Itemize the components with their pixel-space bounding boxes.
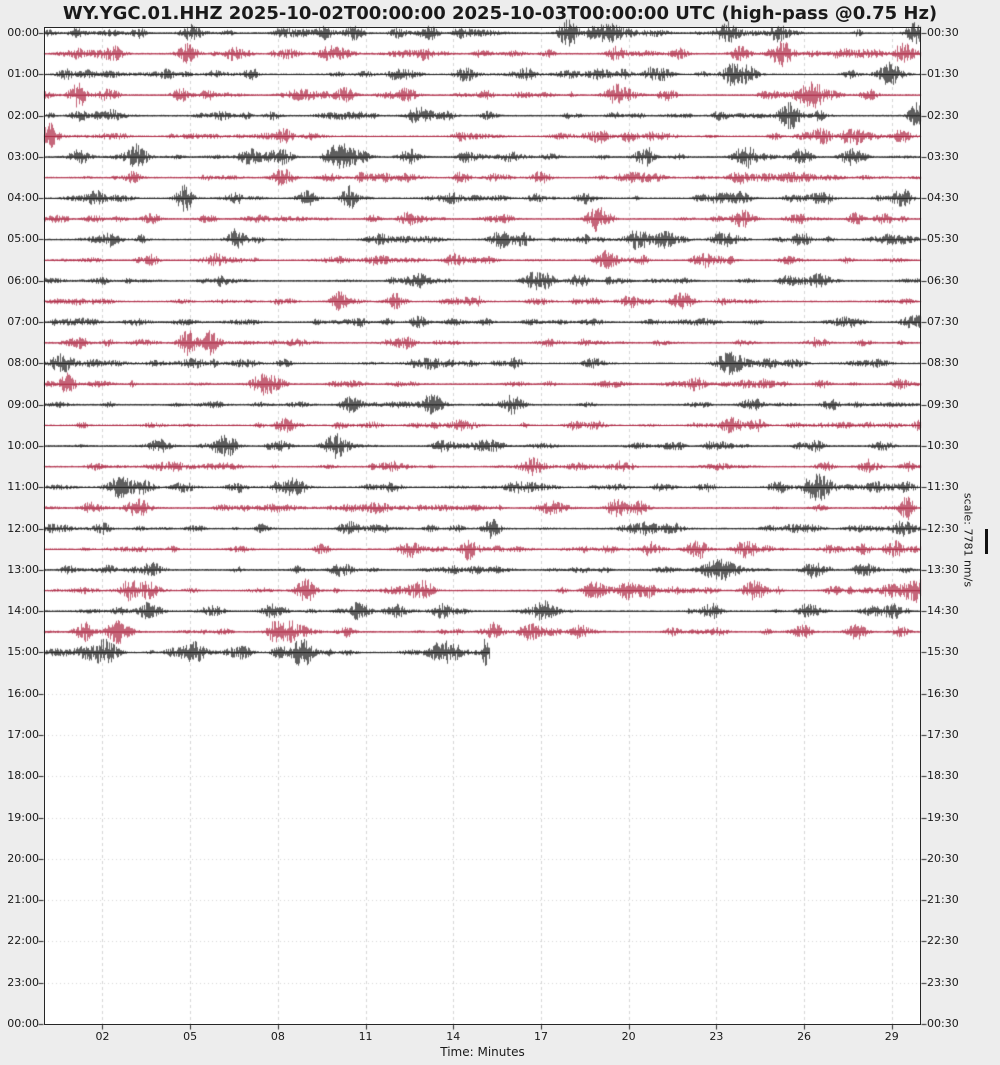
scale-label: scale: 7781 nm/s [961,492,975,588]
x-tick-label: 11 [358,1030,373,1043]
left-time-label: 01:00 [7,67,39,81]
right-time-label: 14:30 [927,604,959,618]
x-tick-label: 02 [95,1030,110,1043]
x-tick-label: 26 [797,1030,812,1043]
right-time-label: 16:30 [927,686,959,700]
right-time-label: 17:30 [927,727,959,741]
right-time-label: 23:30 [927,975,959,989]
left-time-label: 00:00 [7,26,39,39]
right-time-label: 07:30 [927,315,959,329]
left-time-label: 03:00 [7,149,39,163]
right-time-label: 10:30 [927,438,959,452]
left-time-label: 07:00 [7,315,39,329]
right-time-label: 00:30 [927,1017,959,1030]
right-time-label: 01:30 [927,67,959,81]
right-time-label: 09:30 [927,397,959,411]
right-time-label: 12:30 [927,521,959,535]
left-time-label: 20:00 [7,851,39,865]
left-time-label: 04:00 [7,191,39,205]
left-time-label: 02:00 [7,108,39,122]
left-time-label: 14:00 [7,604,39,618]
left-time-label: 18:00 [7,769,39,783]
right-time-label: 19:30 [927,810,959,824]
x-axis-title: Time: Minutes [440,1045,525,1059]
left-time-label: 12:00 [7,521,39,535]
left-time-label: 10:00 [7,438,39,452]
left-time-label: 11:00 [7,480,39,494]
right-time-label: 05:30 [927,232,959,246]
left-time-label: 19:00 [7,810,39,824]
right-time-label: 21:30 [927,893,959,907]
left-time-label: 21:00 [7,893,39,907]
right-time-label: 22:30 [927,934,959,948]
right-time-label: 00:30 [927,26,959,39]
left-time-label: 13:00 [7,562,39,576]
left-time-label: 05:00 [7,232,39,246]
x-tick-label: 29 [884,1030,899,1043]
right-time-label: 20:30 [927,851,959,865]
x-tick-label: 17 [533,1030,548,1043]
scale-bar [985,529,988,554]
x-tick-label: 08 [270,1030,285,1043]
left-time-label: 06:00 [7,273,39,287]
left-time-label: 22:00 [7,934,39,948]
x-tick-label: 23 [709,1030,724,1043]
right-time-label: 04:30 [927,191,959,205]
x-tick-label: 05 [183,1030,198,1043]
left-time-label: 16:00 [7,686,39,700]
right-time-label: 11:30 [927,480,959,494]
left-time-label: 00:00 [7,1017,39,1030]
left-time-label: 08:00 [7,356,39,370]
right-time-label: 18:30 [927,769,959,783]
x-tick-label: 20 [621,1030,636,1043]
x-tick-label: 14 [446,1030,461,1043]
left-time-label: 15:00 [7,645,39,659]
right-time-label: 06:30 [927,273,959,287]
left-time-label: 09:00 [7,397,39,411]
left-time-label: 23:00 [7,975,39,989]
right-time-label: 02:30 [927,108,959,122]
right-time-label: 15:30 [927,645,959,659]
right-time-label: 13:30 [927,562,959,576]
right-time-label: 03:30 [927,149,959,163]
right-time-label: 08:30 [927,356,959,370]
left-time-label: 17:00 [7,727,39,741]
